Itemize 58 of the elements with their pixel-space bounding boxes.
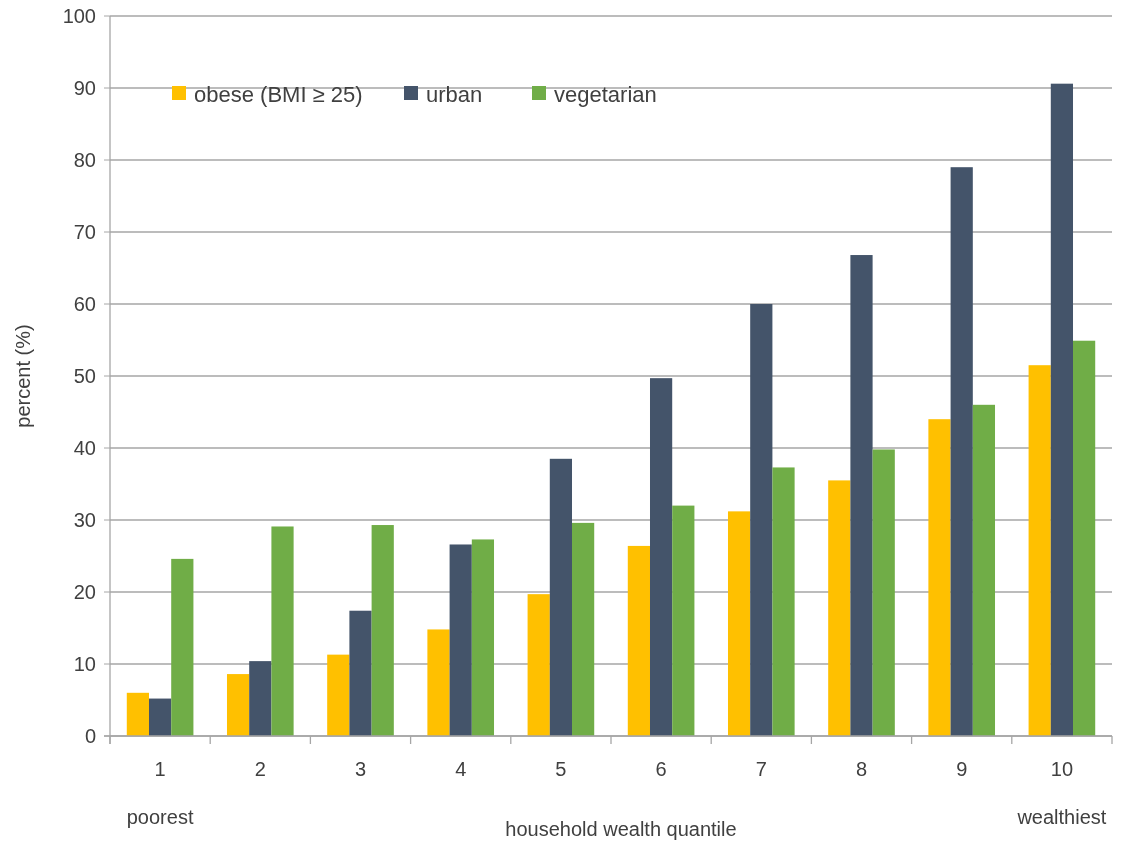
bar [572, 522, 595, 736]
y-tick-label: 80 [73, 149, 96, 171]
bar [727, 511, 751, 736]
bar [650, 378, 673, 736]
bar [327, 654, 350, 736]
bar [427, 629, 450, 736]
bar [249, 661, 272, 736]
bar [126, 692, 149, 736]
x-tick-label: 3 [354, 758, 367, 780]
bar [226, 674, 250, 736]
y-tick-label: 40 [73, 437, 96, 459]
bar [828, 480, 851, 736]
x-tick-label: 5 [555, 758, 567, 780]
y-tick-label: 100 [62, 5, 96, 27]
x-tick-label: 1 [154, 758, 166, 780]
bar [349, 610, 372, 736]
x-tick-label: 7 [755, 758, 767, 780]
y-tick-label: 90 [73, 77, 96, 99]
x-tick-label: 9 [956, 758, 968, 780]
y-tick-label: 60 [73, 293, 96, 315]
bar [850, 255, 873, 736]
bar [627, 545, 650, 736]
bar [928, 419, 951, 736]
text: wealthiest [1016, 806, 1107, 828]
bar [772, 467, 795, 736]
bar [1050, 83, 1074, 736]
y-tick-label: 70 [73, 221, 96, 243]
bar [171, 558, 194, 736]
x-tick-label: 8 [855, 758, 868, 780]
x-tick-label: 6 [655, 758, 667, 780]
bar [148, 698, 172, 736]
x-tick-label: 10 [1050, 758, 1074, 780]
x-axis-title: household wealth quantile [505, 818, 737, 840]
bar [449, 544, 472, 736]
legend-label: vegetarian [554, 81, 657, 107]
bar [950, 167, 973, 736]
x-tick-label: 4 [455, 758, 467, 780]
bar [1028, 365, 1051, 736]
bar [750, 304, 773, 736]
bar [672, 505, 695, 736]
y-tick-label: 50 [73, 365, 96, 387]
bar [972, 404, 996, 736]
bar [271, 526, 294, 736]
bar [1073, 340, 1096, 736]
legend-label: obese (BMI ≥ 25) [194, 81, 363, 107]
y-tick-label: 20 [73, 581, 96, 603]
bar [471, 539, 495, 736]
y-tick-label: 10 [73, 653, 96, 675]
y-tick-label: 0 [84, 725, 96, 747]
text: poorest [126, 806, 194, 828]
bar [549, 458, 573, 736]
y-axis-title: percent (%) [12, 324, 34, 428]
bar [872, 449, 895, 736]
y-tick-label: 30 [73, 509, 96, 531]
legend-label: urban [426, 81, 483, 107]
bar [371, 525, 394, 736]
bar [527, 594, 550, 736]
x-tick-label: 2 [254, 758, 266, 780]
